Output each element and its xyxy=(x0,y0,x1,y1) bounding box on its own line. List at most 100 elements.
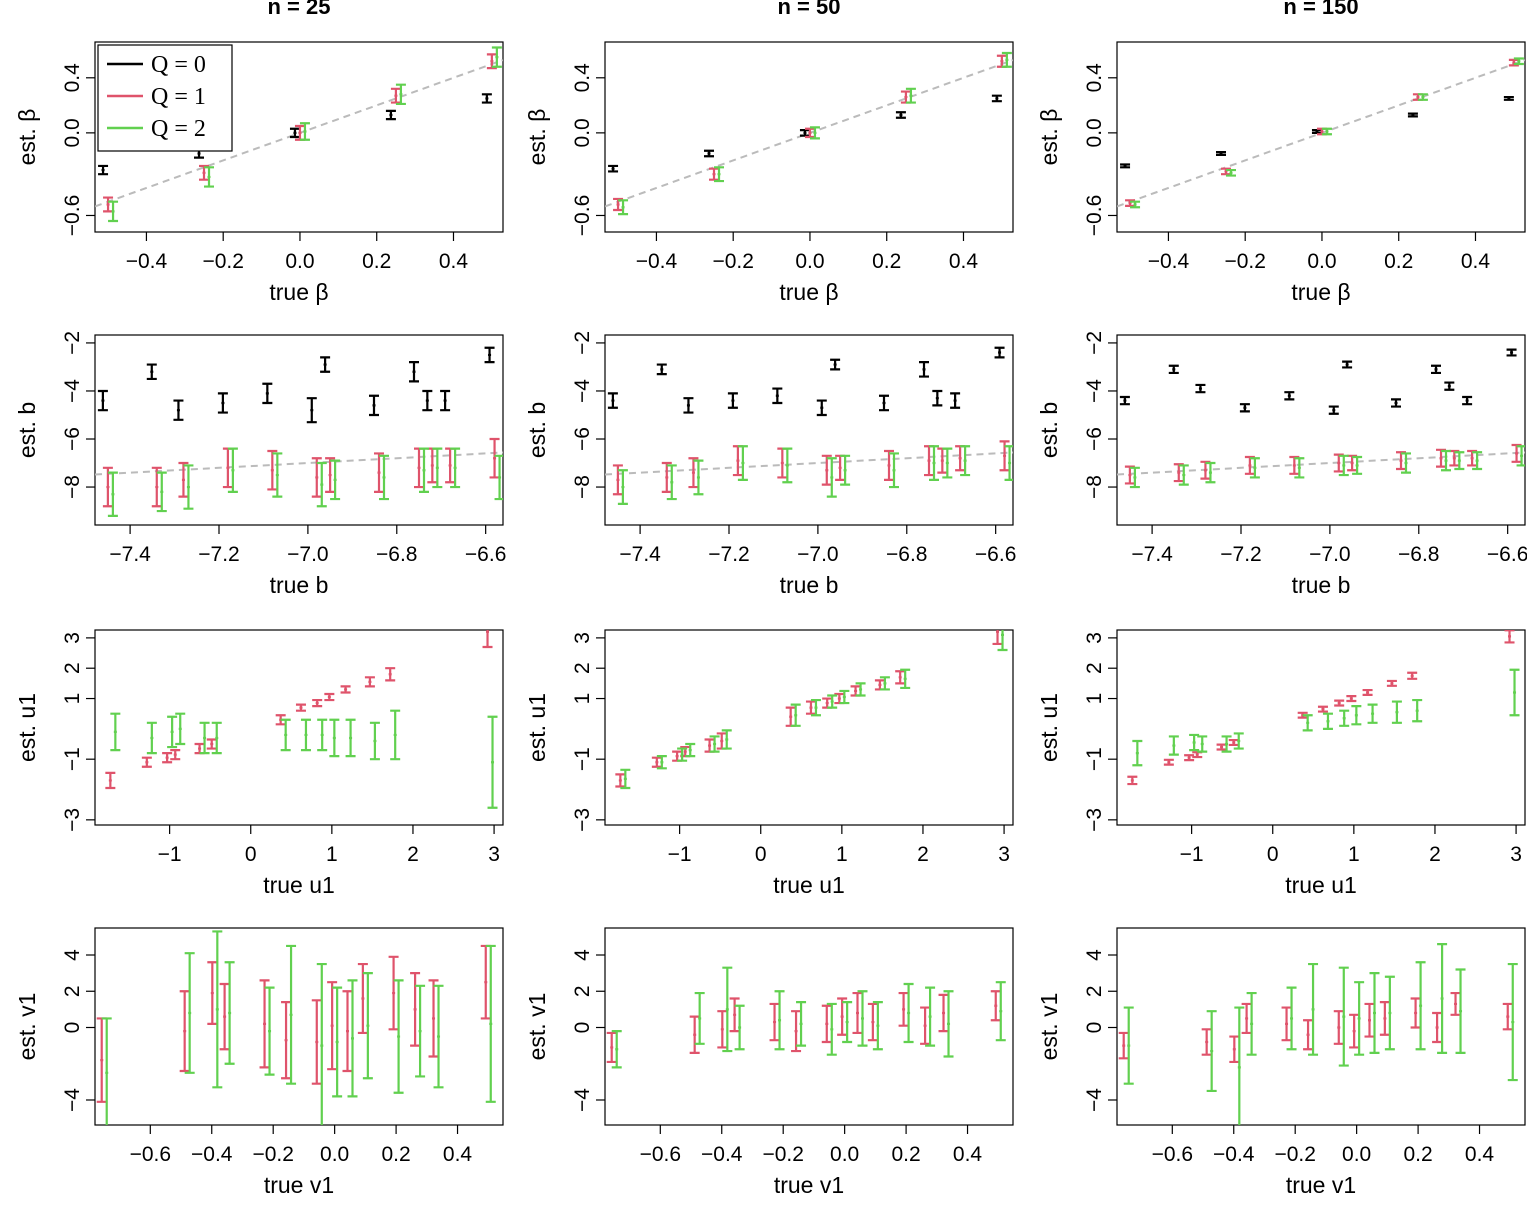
plot-frame xyxy=(604,629,1014,826)
error-bar xyxy=(721,729,732,750)
error-bar xyxy=(1130,200,1141,209)
error-bar xyxy=(929,445,939,481)
error-bar xyxy=(611,1030,622,1069)
error-bar xyxy=(445,447,456,484)
error-bar xyxy=(999,440,1010,472)
error-bar xyxy=(1503,95,1514,101)
y-tick-label: 1 xyxy=(571,693,594,705)
error-bar xyxy=(799,129,810,137)
error-bar xyxy=(905,87,916,104)
error-bar xyxy=(1132,739,1143,767)
y-tick-label: −1 xyxy=(1083,747,1106,771)
error-bar xyxy=(316,461,327,508)
error-bar xyxy=(146,363,157,381)
error-bar xyxy=(839,689,850,705)
error-bar xyxy=(264,986,275,1076)
error-bar xyxy=(722,966,733,1053)
error-bar xyxy=(369,394,379,417)
error-bar xyxy=(615,773,626,788)
error-bar xyxy=(1297,711,1308,719)
error-bar xyxy=(810,698,821,717)
y-tick-label: 0 xyxy=(1083,1022,1106,1034)
error-bar xyxy=(224,961,235,1065)
error-bar xyxy=(729,997,740,1033)
error-bar xyxy=(347,979,358,1098)
error-bar xyxy=(1234,1006,1245,1125)
error-bar xyxy=(295,703,306,712)
error-bar xyxy=(162,752,173,764)
plot-frame xyxy=(1116,629,1526,826)
error-bar xyxy=(704,149,715,158)
error-bar xyxy=(1197,735,1208,753)
error-bar xyxy=(617,469,628,505)
x-tick-label: −6.8 xyxy=(886,543,927,566)
panel: −0.6 −0.4 −0.2 0.0 0.2 0.4 −4 0 2 4 true v1 est. v1 xyxy=(524,927,1014,1198)
error-bar xyxy=(919,361,929,378)
error-bar xyxy=(330,459,341,501)
x-tick-label: −7.0 xyxy=(287,543,328,566)
x-tick-label: −7.0 xyxy=(1309,543,1350,566)
plot-frame xyxy=(604,927,1014,1126)
plot-frame xyxy=(604,41,1014,233)
error-bar xyxy=(857,990,868,1047)
x-tick-label: −7.2 xyxy=(198,543,239,566)
error-bar xyxy=(1412,93,1423,101)
error-bar xyxy=(996,54,1007,68)
x-tick-label: −0.6 xyxy=(130,1143,171,1166)
error-bar xyxy=(1184,754,1195,762)
error-bar xyxy=(1455,968,1466,1054)
error-bar xyxy=(1178,464,1189,486)
error-bar xyxy=(489,437,500,479)
error-bar xyxy=(227,447,238,493)
plot-area xyxy=(1118,943,1518,1125)
error-bar xyxy=(850,685,861,697)
x-tick-label: 1 xyxy=(326,843,338,866)
error-bar xyxy=(677,747,688,762)
error-bar xyxy=(1379,1001,1390,1036)
x-tick-label: −0.6 xyxy=(640,1143,681,1166)
error-bar xyxy=(390,709,401,761)
x-tick-label: −6.6 xyxy=(1487,543,1527,566)
error-bar xyxy=(777,447,788,479)
error-bar xyxy=(175,712,186,746)
error-bar xyxy=(1206,1010,1217,1093)
y-tick-label: −6 xyxy=(571,427,594,451)
error-bar xyxy=(734,1004,745,1051)
y-tick-label: 2 xyxy=(1083,662,1106,674)
error-bar xyxy=(1502,1002,1513,1031)
error-bar xyxy=(924,445,934,477)
error-bar xyxy=(1369,972,1380,1054)
error-bar xyxy=(1441,449,1451,472)
y-tick-label: 0.0 xyxy=(61,118,84,147)
x-tick-label: −7.2 xyxy=(1220,543,1261,566)
error-bar xyxy=(494,454,503,501)
error-bar xyxy=(618,199,629,216)
y-tick-label: −4 xyxy=(1083,1088,1106,1112)
error-bar xyxy=(805,700,816,715)
error-bar xyxy=(1407,112,1418,118)
error-bar xyxy=(1163,758,1174,766)
error-bar xyxy=(1189,733,1200,752)
error-bar xyxy=(486,53,497,70)
legend-label: Q = 2 xyxy=(151,116,206,142)
error-bar xyxy=(432,447,443,489)
x-tick-label: 0.4 xyxy=(443,1143,473,1166)
x-tick-label: −1 xyxy=(158,843,182,866)
x-axis-label: true b xyxy=(270,572,329,598)
y-tick-label: 2 xyxy=(61,985,84,997)
error-bar xyxy=(1004,445,1013,481)
y-tick-label: 1 xyxy=(61,693,84,705)
error-bar xyxy=(613,197,624,212)
y-tick-label: −6 xyxy=(61,427,84,451)
y-tick-label: −8 xyxy=(1083,475,1106,499)
error-bar xyxy=(388,955,399,1031)
error-bar xyxy=(422,389,433,412)
x-tick-label: 2 xyxy=(1429,843,1441,866)
error-bar xyxy=(991,94,1002,103)
y-tick-label: −0.6 xyxy=(1083,195,1106,236)
error-bar xyxy=(1216,151,1226,156)
error-bar xyxy=(178,461,189,498)
error-bar xyxy=(184,952,195,1074)
error-bar xyxy=(1333,1010,1344,1045)
